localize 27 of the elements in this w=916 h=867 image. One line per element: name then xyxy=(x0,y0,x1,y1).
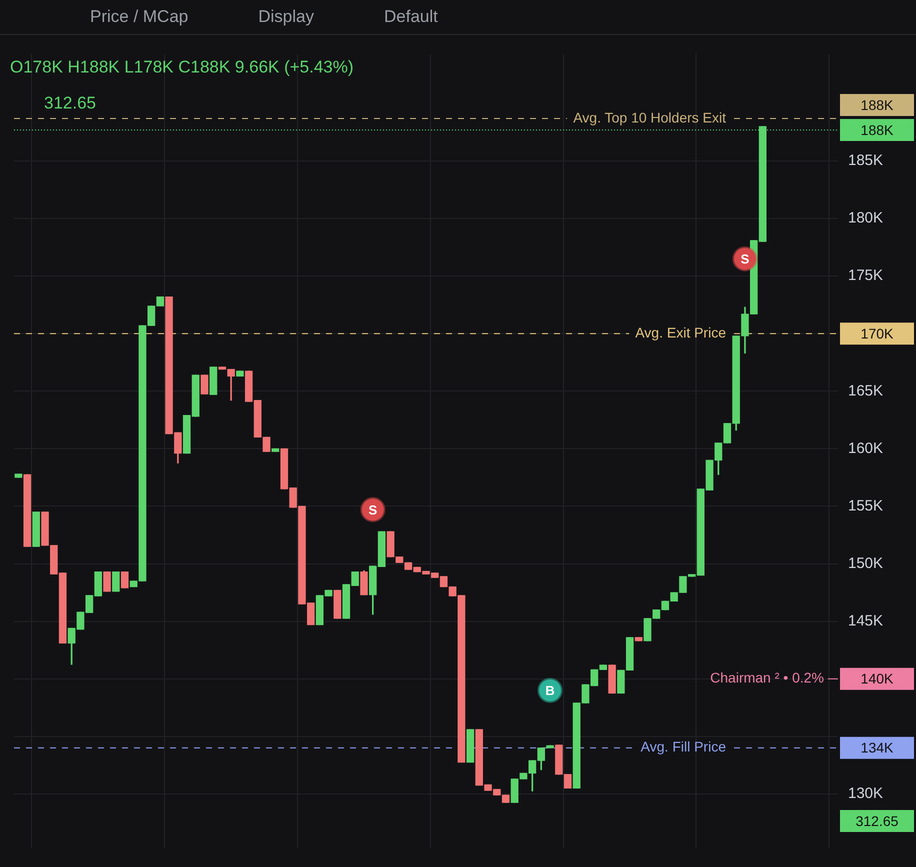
text: S xyxy=(368,502,378,518)
ref-line-label: Avg. Top 10 Holders Exit xyxy=(573,109,726,126)
y-tick-label: 130K xyxy=(848,785,884,802)
y-tick-label: 145K xyxy=(848,612,884,630)
series-label: B xyxy=(545,682,555,698)
text: 188K xyxy=(860,96,894,113)
y-tick-label: 155K xyxy=(848,497,884,514)
chart-title: O178K H188K L178K C188K 9.66K (+5.43%) xyxy=(10,58,354,77)
series-label: S xyxy=(740,251,750,266)
text: Display xyxy=(258,7,314,27)
text: 188K xyxy=(860,122,894,138)
text: Default xyxy=(384,7,438,27)
text: 312.65 xyxy=(856,812,899,829)
y-tick-label: 150K xyxy=(848,554,884,572)
y-tick-label: 160K xyxy=(848,440,884,457)
y-tick-label: 180K xyxy=(848,210,884,227)
text: 170K xyxy=(860,325,894,342)
text: 134K xyxy=(860,740,894,756)
text: 312.65 xyxy=(44,94,96,113)
y-tick-label: 185K xyxy=(848,152,884,170)
y-tick-label: 165K xyxy=(848,382,884,400)
ref-line-label: Avg. Fill Price xyxy=(640,738,726,755)
text: Price / MCap xyxy=(90,7,188,27)
text: 140K xyxy=(860,670,894,687)
ref-line-label: Chairman ² • 0.2% xyxy=(710,670,824,686)
ref-line-label: Avg. Exit Price xyxy=(635,324,726,340)
y-tick-label: 175K xyxy=(848,267,884,284)
